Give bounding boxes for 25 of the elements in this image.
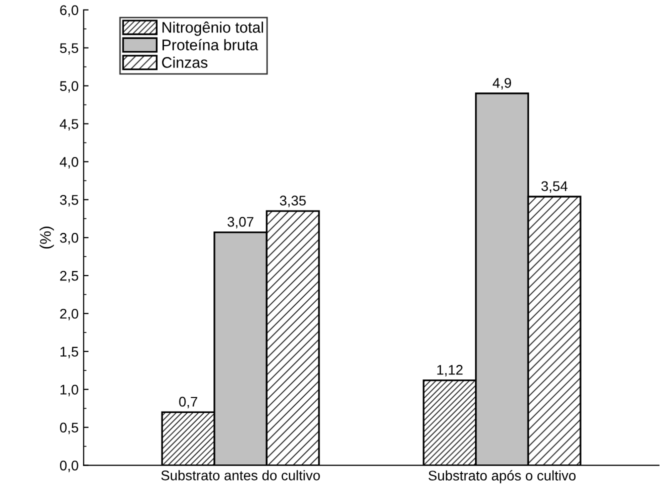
data-label: 4,9: [492, 78, 512, 90]
y-tick-label: 4,0: [60, 157, 78, 169]
y-tick-label: 0,0: [60, 460, 78, 472]
y-tick-label: 2,5: [60, 270, 78, 282]
data-label: 3,35: [280, 196, 306, 208]
data-label: 3,54: [541, 181, 568, 193]
data-label: 0,7: [179, 396, 198, 408]
y-tick-label: 0,5: [60, 422, 78, 434]
legend-label: Nitrogênio total: [162, 22, 264, 36]
y-tick-label: 2,0: [60, 308, 78, 320]
x-tick-label: Substrato antes do cultivo: [161, 470, 320, 480]
y-axis-title: (%): [40, 226, 54, 249]
y-tick-label: 1,5: [60, 346, 78, 358]
y-tick-label: 4,5: [60, 119, 78, 131]
x-tick-label: Substrato após o cultivo: [428, 470, 576, 484]
legend-label: Cinzas: [162, 56, 208, 68]
y-tick-label: 6,0: [60, 5, 78, 17]
y-tick-label: 3,0: [60, 232, 78, 244]
y-tick-label: 5,5: [60, 43, 78, 55]
data-label: 3,07: [228, 216, 254, 228]
legend-label: Proteína bruta: [162, 38, 258, 50]
data-label: 1,12: [437, 364, 463, 376]
y-tick-label: 1,0: [60, 384, 78, 396]
y-tick-label: 5,0: [60, 81, 78, 93]
y-tick-label: 3,5: [60, 194, 78, 206]
